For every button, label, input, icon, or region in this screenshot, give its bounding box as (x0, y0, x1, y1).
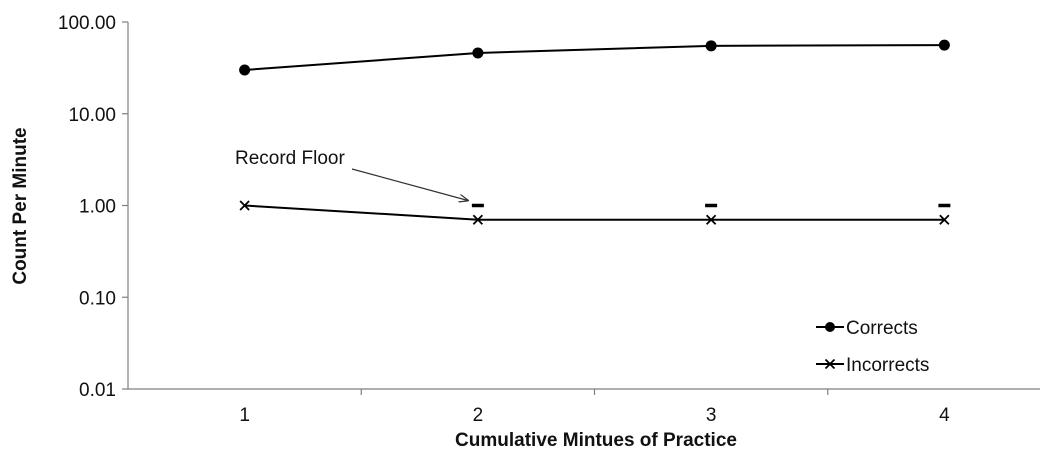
legend-label: Incorrects (846, 355, 929, 376)
annotation-layer: Record Floor (235, 148, 468, 201)
legend-label: Corrects (846, 318, 918, 339)
data-point (938, 39, 950, 51)
data-point (239, 200, 250, 211)
legend-item-corrects: Corrects (816, 318, 918, 339)
data-point (472, 214, 484, 225)
data-point (705, 214, 717, 225)
annotation-arrow (351, 168, 468, 201)
y-tick-label: 100.00 (58, 13, 116, 34)
legend-marker (824, 358, 836, 370)
x-axis-title: Cumulative Mintues of Practice (455, 430, 737, 451)
y-tick-label: 0.10 (79, 288, 116, 309)
y-axis-title: Count Per Minute (10, 127, 31, 284)
series-corrects (239, 39, 950, 76)
y-tick-label: 1.00 (79, 197, 116, 218)
data-point (705, 40, 717, 52)
y-tick-label: 10.00 (68, 105, 116, 126)
data-point (472, 47, 484, 59)
legend-item-incorrects: Incorrects (816, 355, 929, 376)
y-ticks: 0.01 0.10 1.00 10.00 100.00 (58, 13, 128, 401)
series-layer (239, 39, 950, 225)
legend: Corrects Incorrects (816, 318, 929, 376)
y-tick-label: 0.01 (79, 380, 116, 401)
x-tick-label: 3 (706, 405, 717, 426)
x-tick-label: 2 (473, 405, 484, 426)
series-line (244, 44, 945, 71)
data-point (939, 214, 950, 225)
data-point (239, 64, 251, 76)
legend-marker (825, 322, 835, 332)
x-tick-label: 4 (939, 405, 950, 426)
series-line (244, 204, 945, 221)
series-incorrects (239, 200, 950, 225)
x-tick-label: 1 (239, 405, 250, 426)
x-ticks: 1 2 3 4 (239, 389, 950, 426)
annotation-record-floor: Record Floor (235, 148, 345, 169)
